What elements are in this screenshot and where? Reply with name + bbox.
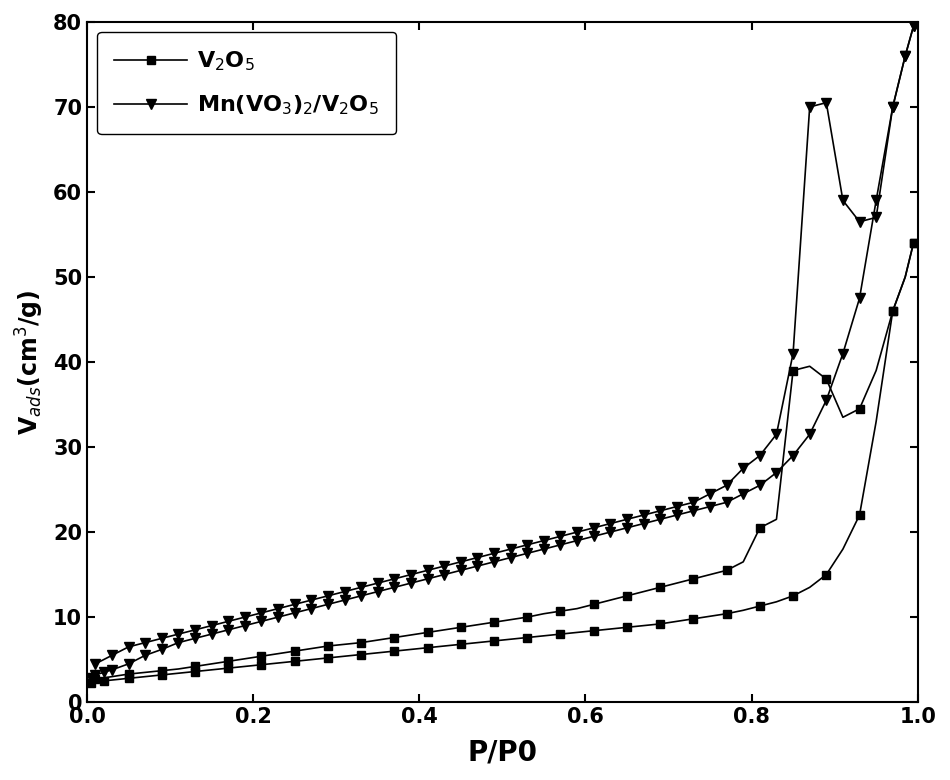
Mn(VO$_3$)$_2$/V$_2$O$_5$: [571, 536, 582, 545]
V$_2$O$_5$: [821, 570, 832, 580]
V$_2$O$_5$: [555, 629, 566, 639]
V$_2$O$_5$: [604, 624, 616, 633]
V$_2$O$_5$: [289, 657, 300, 666]
V$_2$O$_5$: [571, 628, 582, 637]
V$_2$O$_5$: [721, 609, 732, 619]
V$_2$O$_5$: [86, 679, 97, 688]
Mn(VO$_3$)$_2$/V$_2$O$_5$: [86, 674, 97, 683]
V$_2$O$_5$: [908, 239, 920, 248]
Mn(VO$_3$)$_2$/V$_2$O$_5$: [908, 22, 920, 31]
Line: Mn(VO$_3$)$_2$/V$_2$O$_5$: Mn(VO$_3$)$_2$/V$_2$O$_5$: [86, 21, 919, 683]
Mn(VO$_3$)$_2$/V$_2$O$_5$: [821, 395, 832, 405]
Line: V$_2$O$_5$: V$_2$O$_5$: [87, 239, 918, 688]
Mn(VO$_3$)$_2$/V$_2$O$_5$: [289, 608, 300, 618]
Mn(VO$_3$)$_2$/V$_2$O$_5$: [555, 541, 566, 550]
Mn(VO$_3$)$_2$/V$_2$O$_5$: [721, 498, 732, 507]
Mn(VO$_3$)$_2$/V$_2$O$_5$: [604, 527, 616, 537]
Y-axis label: V$_{ads}$(cm$^3$/g): V$_{ads}$(cm$^3$/g): [14, 289, 47, 434]
Legend: V$_2$O$_5$, Mn(VO$_3$)$_2$/V$_2$O$_5$: V$_2$O$_5$, Mn(VO$_3$)$_2$/V$_2$O$_5$: [98, 32, 396, 133]
X-axis label: P/P0: P/P0: [467, 738, 538, 766]
